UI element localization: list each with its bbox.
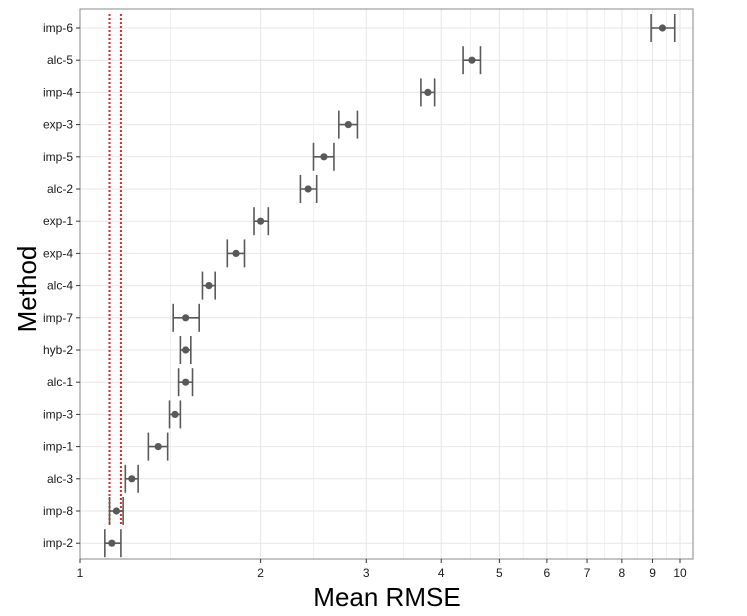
data-mark-group	[201, 271, 216, 300]
data-mark-group	[338, 110, 359, 139]
y-tick-label: imp-5	[43, 150, 73, 164]
x-tick-label: 7	[584, 566, 591, 580]
data-point	[182, 346, 190, 354]
data-mark-group	[177, 368, 194, 397]
x-tick-label: 6	[544, 566, 551, 580]
x-tick-label: 1	[77, 566, 84, 580]
y-tick-label: hyb-2	[43, 343, 73, 357]
y-tick-label: imp-3	[43, 407, 73, 421]
data-mark-group	[650, 14, 676, 42]
data-mark-group	[124, 464, 139, 493]
data-point	[344, 121, 352, 129]
x-axis-title: Mean RMSE	[313, 582, 460, 612]
data-point	[112, 507, 121, 515]
data-mark-group	[172, 303, 200, 332]
grid	[79, 9, 693, 559]
data-point	[232, 249, 240, 257]
data-mark-group	[226, 239, 246, 268]
data-mark-group	[108, 497, 124, 525]
y-tick-label: alc-2	[47, 182, 73, 196]
data-mark-group	[312, 142, 335, 171]
x-tick-label: 3	[363, 566, 370, 580]
y-tick-label: alc-1	[47, 375, 73, 389]
data-point	[257, 217, 265, 225]
data-point	[154, 443, 162, 451]
y-tick-label: alc-3	[47, 472, 73, 486]
y-tick-label: imp-6	[43, 21, 73, 35]
y-axis-title: Method	[12, 246, 42, 333]
data-marks	[104, 14, 676, 558]
y-tick-label: imp-1	[43, 440, 73, 454]
y-tick-label: alc-5	[47, 53, 73, 67]
data-mark-group	[179, 336, 192, 364]
data-point	[304, 185, 312, 193]
data-point	[205, 282, 213, 290]
plot-panel-border	[79, 8, 694, 560]
data-point	[182, 314, 190, 322]
x-tick-label: 2	[257, 566, 264, 580]
data-mark-group	[420, 78, 436, 107]
y-tick-label: imp-2	[43, 536, 73, 550]
x-tick-label: 4	[438, 566, 445, 580]
x-tick-label: 9	[649, 566, 656, 580]
data-mark-group	[147, 432, 169, 461]
y-tick-label: exp-1	[43, 214, 73, 228]
data-mark-group	[462, 46, 482, 75]
x-axis-ticks: 1 2 3 4 5 6 7 8 9 10	[77, 559, 687, 580]
data-mark-group	[168, 400, 182, 429]
y-tick-label: exp-3	[43, 118, 73, 132]
data-point	[658, 24, 667, 32]
data-point	[182, 378, 190, 386]
data-point	[468, 56, 476, 64]
data-point	[424, 88, 432, 96]
data-mark-group	[253, 207, 270, 236]
x-tick-label: 10	[673, 566, 687, 580]
data-point	[171, 410, 179, 418]
data-point	[320, 153, 328, 161]
data-point	[128, 475, 136, 483]
data-point	[108, 539, 116, 547]
y-axis-ticks: imp-6 alc-5 imp-4 exp-3 imp-5 alc-2 exp-1 exp-4…	[43, 21, 80, 550]
x-tick-label: 5	[496, 566, 503, 580]
y-tick-label: alc-4	[47, 279, 73, 293]
reference-lines	[108, 14, 122, 524]
x-tick-label: 8	[619, 566, 626, 580]
data-mark-group	[104, 529, 122, 558]
data-mark-group	[299, 175, 318, 203]
y-tick-label: imp-4	[43, 85, 73, 99]
y-tick-label: imp-7	[43, 311, 73, 325]
y-tick-label: imp-8	[43, 504, 73, 518]
y-tick-label: exp-4	[43, 246, 73, 260]
